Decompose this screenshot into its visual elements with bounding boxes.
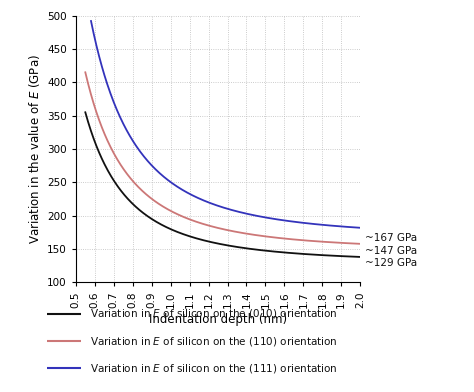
Y-axis label: Variation in the value of $E$ (GPa): Variation in the value of $E$ (GPa): [27, 54, 42, 244]
X-axis label: Indentation depth (nm): Indentation depth (nm): [149, 314, 287, 327]
Text: ~147 GPa: ~147 GPa: [365, 246, 417, 256]
Text: Variation in $E$ of silicon on the (111) orientation: Variation in $E$ of silicon on the (111)…: [90, 362, 338, 375]
Text: ~129 GPa: ~129 GPa: [365, 258, 417, 268]
Text: Variation in $E$ of silicon on the (010) orientation: Variation in $E$ of silicon on the (010)…: [90, 307, 338, 320]
Text: Variation in $E$ of silicon on the (110) orientation: Variation in $E$ of silicon on the (110)…: [90, 334, 338, 348]
Text: ~167 GPa: ~167 GPa: [365, 232, 417, 243]
